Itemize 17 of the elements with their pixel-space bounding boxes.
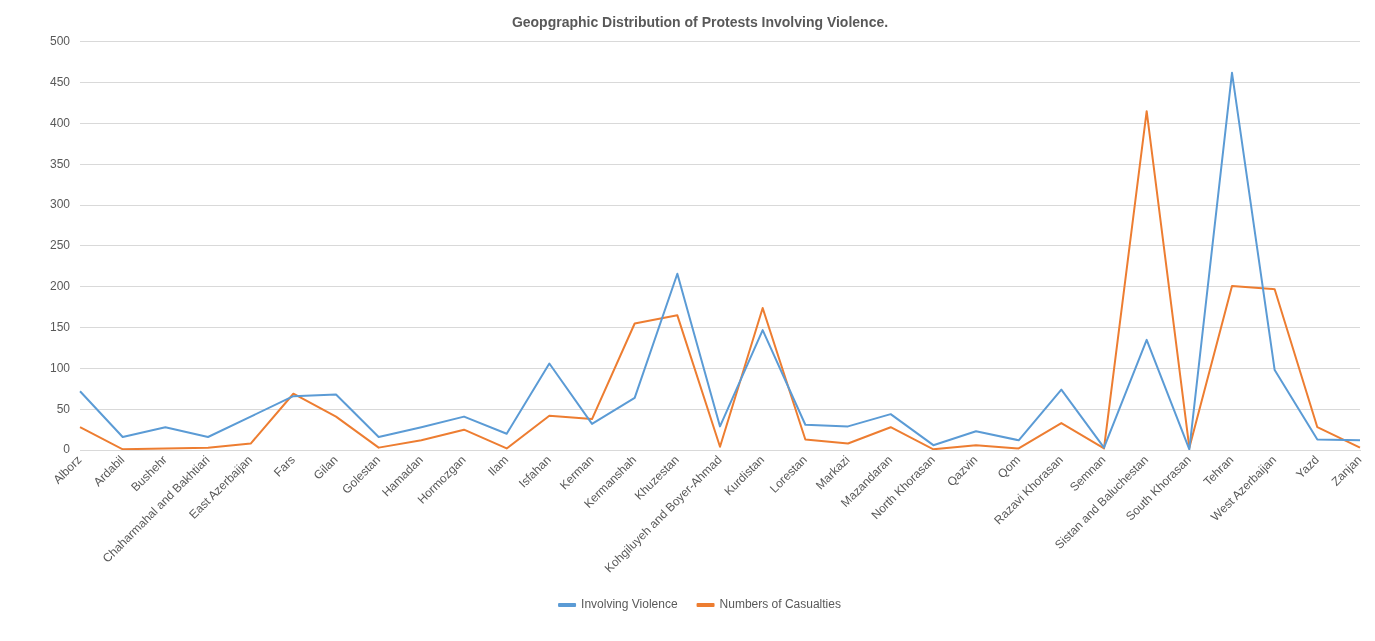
chart-title: Geopgraphic Distribution of Protests Involving Violence.: [511, 14, 889, 31]
y-tick-label: 100: [49, 360, 71, 375]
y-tick-label: 50: [56, 401, 71, 416]
y-tick-label: 450: [49, 74, 71, 89]
x-tick-label: Qom: [994, 452, 1024, 482]
x-tick-label: Ilam: [485, 452, 512, 479]
legend-label: Involving Violence: [581, 597, 678, 612]
y-tick-label: 200: [49, 279, 71, 294]
y-tick-label: 250: [49, 238, 71, 253]
y-tick-label: 350: [49, 156, 71, 171]
y-tick-label: 0: [63, 442, 71, 457]
x-tick-label: Fars: [270, 452, 298, 480]
y-tick-label: 500: [49, 34, 71, 49]
y-tick-label: 400: [49, 115, 71, 130]
y-tick-label: 150: [49, 319, 71, 334]
legend-label: Numbers of Casualties: [719, 597, 841, 612]
y-tick-label: 300: [49, 197, 71, 212]
